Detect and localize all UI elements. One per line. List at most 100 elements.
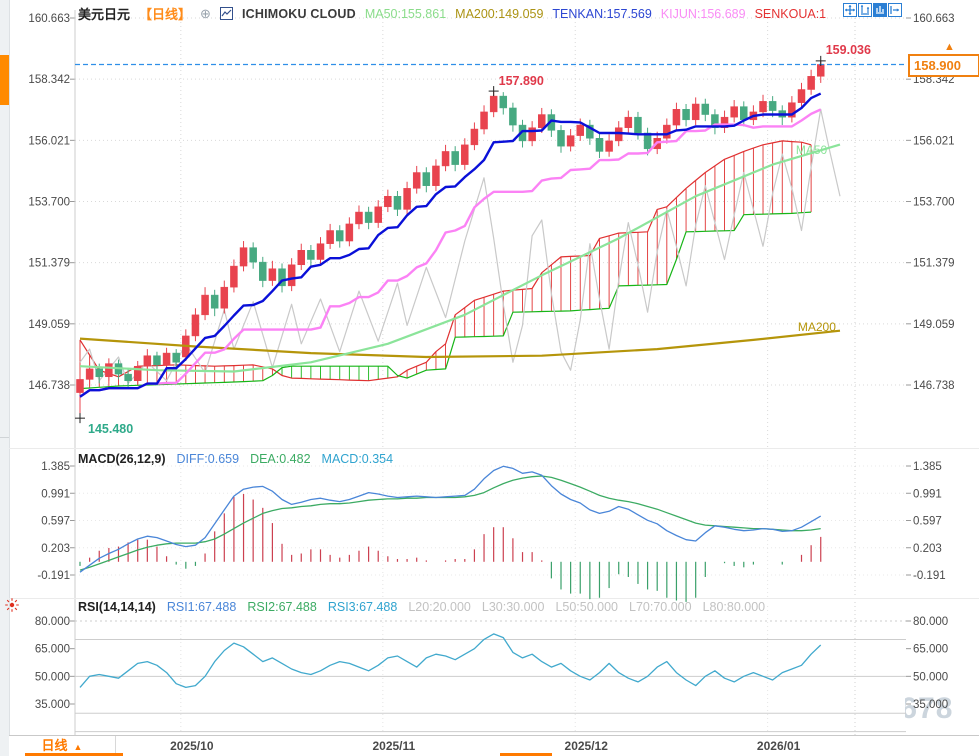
candle[interactable] [720, 116, 729, 128]
candle[interactable] [441, 151, 450, 167]
candle[interactable] [740, 106, 748, 121]
candle[interactable] [624, 116, 633, 128]
candle[interactable] [297, 250, 306, 266]
left-scrollbar-thumb[interactable] [0, 55, 9, 105]
candle[interactable] [509, 107, 517, 126]
candle[interactable] [412, 172, 421, 189]
candle[interactable] [326, 230, 334, 244]
candle[interactable] [807, 76, 815, 90]
candle[interactable] [249, 247, 257, 263]
candle[interactable] [307, 250, 315, 260]
candle[interactable] [701, 103, 710, 115]
h-scroll-indicator-left[interactable] [25, 753, 123, 756]
axis-range-icon[interactable] [858, 3, 872, 17]
price-tick-left: 160.663 [28, 13, 70, 25]
candle[interactable] [172, 352, 180, 363]
candle[interactable] [85, 368, 94, 380]
left-scrollbar[interactable] [0, 0, 10, 756]
candle[interactable] [239, 247, 248, 267]
candle[interactable] [335, 230, 344, 242]
candle[interactable] [105, 363, 113, 378]
candle[interactable] [124, 373, 132, 381]
candle[interactable] [220, 286, 229, 309]
rsi-title[interactable]: RSI(14,14,14) [78, 600, 156, 614]
candle[interactable] [816, 64, 825, 77]
candle[interactable] [191, 314, 200, 337]
candle[interactable] [605, 140, 613, 152]
candle[interactable] [682, 109, 690, 121]
candle[interactable] [451, 151, 459, 165]
candle[interactable] [643, 132, 652, 150]
macd-title[interactable]: MACD(26,12,9) [78, 452, 166, 466]
candle[interactable] [355, 211, 363, 225]
price-tick-left: 156.021 [28, 135, 70, 147]
candle[interactable] [422, 172, 431, 186]
macd-macd-value: MACD:0.354 [321, 452, 394, 466]
chart-plot-area[interactable] [75, 10, 905, 735]
candle[interactable] [663, 124, 671, 139]
candle[interactable] [76, 379, 84, 393]
candle[interactable] [595, 138, 604, 152]
candle[interactable] [95, 368, 103, 378]
candle[interactable] [672, 109, 681, 126]
candle[interactable] [730, 106, 738, 118]
candle[interactable] [153, 355, 161, 366]
candle[interactable] [384, 195, 392, 208]
candle[interactable] [345, 223, 354, 242]
period-tab[interactable]: 日线 ▲ [9, 736, 116, 756]
price-tick-left: 146.738 [28, 380, 70, 392]
indicator-chart-icon[interactable] [219, 7, 233, 20]
period-tag[interactable]: 【日线】 [139, 7, 192, 22]
h-scroll-indicator[interactable] [500, 753, 552, 756]
macd-diff-value: DIFF:0.659 [176, 452, 240, 466]
candle[interactable] [634, 116, 642, 134]
candle[interactable] [403, 188, 411, 210]
candle[interactable] [364, 211, 373, 223]
candle[interactable] [259, 261, 267, 281]
pan-move-icon[interactable] [843, 3, 857, 17]
candle[interactable] [711, 114, 719, 128]
candle[interactable] [210, 294, 219, 309]
candle[interactable] [201, 294, 209, 316]
candle[interactable] [499, 95, 508, 109]
candle[interactable] [586, 124, 594, 139]
candle[interactable] [143, 355, 152, 367]
rsi-settings-icon[interactable] [4, 597, 20, 618]
add-indicator-icon[interactable]: ⊕ [200, 6, 211, 21]
candle[interactable] [287, 264, 296, 287]
price-tick-right: 153.700 [913, 197, 955, 209]
candle[interactable] [133, 365, 142, 381]
candle[interactable] [768, 101, 777, 111]
candle[interactable] [538, 114, 546, 128]
candle[interactable] [528, 127, 536, 142]
candle[interactable] [566, 135, 575, 147]
candle[interactable] [470, 128, 479, 146]
candle[interactable] [557, 130, 565, 147]
candle[interactable] [278, 268, 286, 287]
candle[interactable] [547, 114, 556, 131]
candle[interactable] [691, 103, 700, 121]
candle[interactable] [230, 265, 238, 288]
candle[interactable] [576, 124, 584, 136]
candle[interactable] [759, 101, 767, 113]
symbol-name[interactable]: 美元日元 [78, 7, 131, 22]
macd-tick-right: 0.597 [913, 516, 942, 528]
pop-out-icon[interactable] [888, 3, 902, 17]
candle[interactable] [316, 243, 325, 260]
candle[interactable] [788, 102, 796, 118]
candle[interactable] [461, 144, 469, 165]
candle[interactable] [393, 195, 402, 210]
candle[interactable] [489, 95, 498, 113]
candle[interactable] [797, 89, 806, 103]
auto-scale-icon[interactable] [873, 3, 887, 17]
candle[interactable] [432, 165, 440, 186]
kijun-value: KIJUN:156.689 [660, 6, 746, 21]
candle[interactable] [480, 111, 488, 130]
candle[interactable] [374, 206, 382, 223]
price-tick-right: 156.021 [913, 135, 955, 147]
ma50-chart-label: MA50 [796, 143, 828, 157]
candle[interactable] [162, 352, 171, 366]
candle[interactable] [268, 268, 277, 281]
